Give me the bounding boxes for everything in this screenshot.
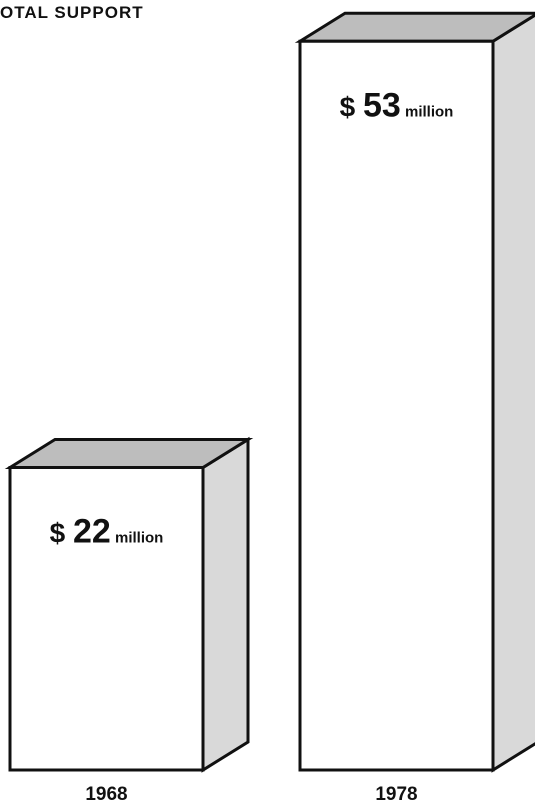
bar-top — [4, 438, 254, 469]
value-label-part: $ — [340, 91, 363, 122]
bar — [298, 39, 495, 772]
value-label-part: million — [401, 103, 454, 120]
bar — [8, 466, 205, 772]
value-label-part: $ — [50, 518, 73, 549]
value-label-part: million — [111, 530, 164, 547]
bar-side — [491, 13, 535, 773]
x-tick-label: 1968 — [85, 784, 127, 804]
value-label-part: 53 — [363, 86, 401, 124]
bar-top — [294, 11, 535, 43]
value-label: $ 53 million — [340, 86, 454, 124]
value-label-part: 22 — [73, 513, 111, 551]
x-tick-label: 1978 — [375, 784, 417, 804]
value-label: $ 22 million — [50, 513, 164, 551]
chart-title: OTAL SUPPORT — [0, 3, 144, 22]
bar-side — [201, 436, 250, 773]
